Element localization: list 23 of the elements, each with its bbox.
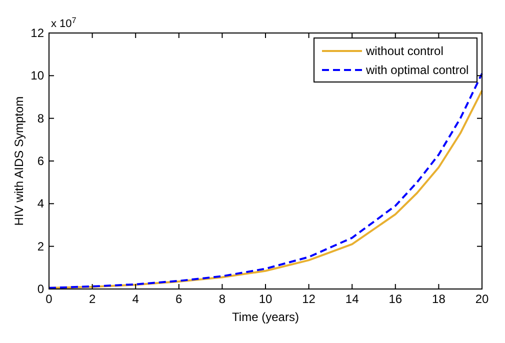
x-tick-label: 4 (132, 292, 140, 306)
y-tick-label: 10 (30, 68, 44, 83)
y-axis-title: HIV with AIDS Symptom (12, 96, 26, 226)
y-tick-label: 4 (37, 196, 44, 211)
y-tick-label: 0 (37, 282, 44, 296)
y-tick-label: 8 (37, 111, 44, 126)
x-tick-label: 16 (388, 292, 402, 306)
y-tick-label: 6 (37, 154, 44, 168)
x-tick-label: 12 (302, 292, 316, 306)
x-tick-label: 0 (46, 292, 53, 306)
legend-label: without control (365, 44, 444, 58)
x-tick-label: 6 (176, 292, 183, 306)
x-tick-label: 18 (432, 292, 446, 306)
x-axis-title: Time (years) (232, 310, 299, 324)
x-tick-label: 20 (475, 292, 489, 306)
x-tick-label: 10 (258, 292, 272, 306)
x-tick-label: 14 (345, 292, 360, 306)
y-tick-label: 12 (30, 26, 44, 40)
x-tick-label: 2 (88, 292, 96, 306)
legend-label: with optimal control (365, 63, 469, 77)
x-tick-label: 8 (218, 292, 226, 306)
y-tick-label: 2 (37, 239, 44, 254)
text: x 10$^{7}$ (51, 16, 77, 30)
